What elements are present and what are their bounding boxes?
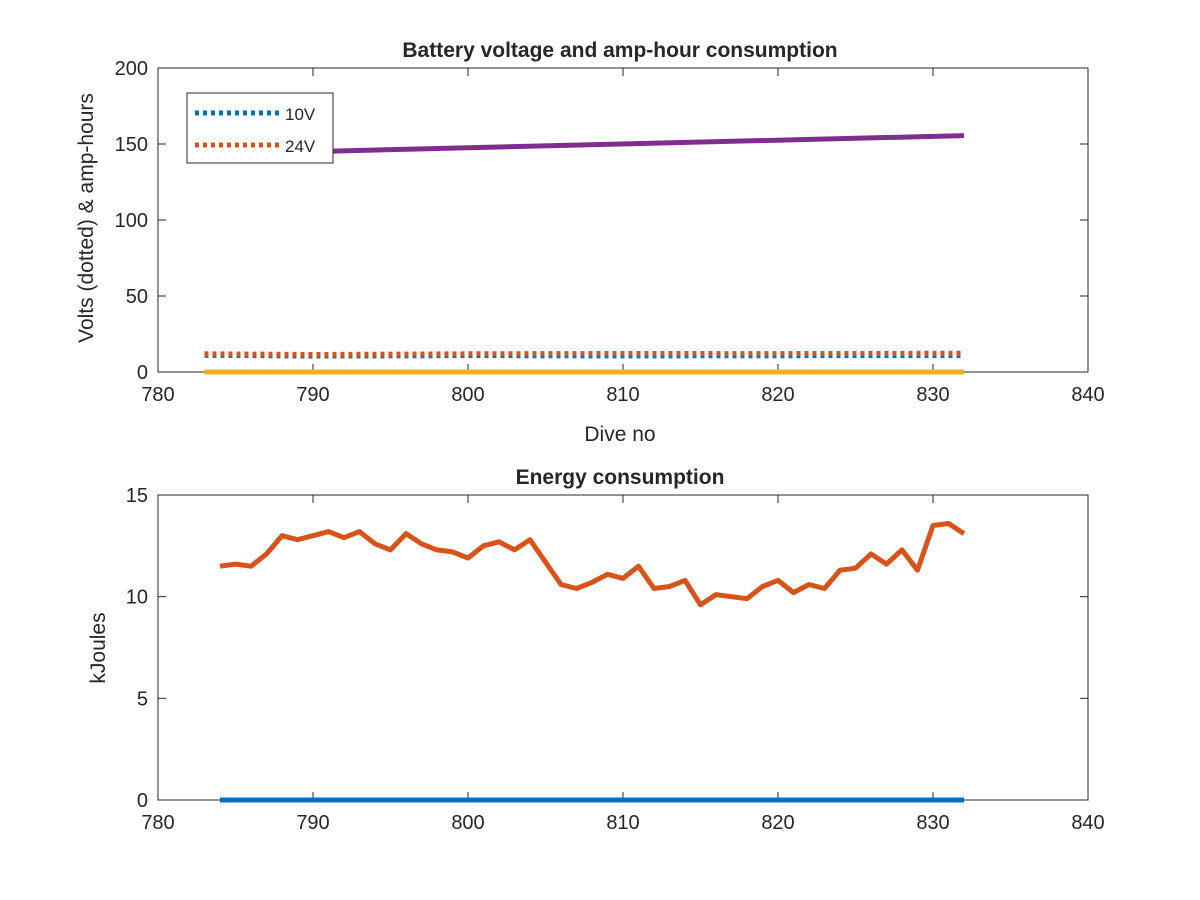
x-tick-label: 780 <box>141 384 174 406</box>
series-line-0 <box>219 521 966 608</box>
x-tick-label: 840 <box>1071 812 1104 834</box>
series-line-2 <box>312 133 965 155</box>
y-tick-label: 150 <box>115 134 148 156</box>
x-tick-label: 830 <box>916 812 949 834</box>
x-tick-label: 790 <box>296 384 329 406</box>
x-tick-label: 810 <box>606 812 639 834</box>
x-tick-label: 840 <box>1071 384 1104 406</box>
legend-label: 24V <box>285 137 316 156</box>
legend: 10V 24V <box>186 92 334 164</box>
x-axis-label: Dive no <box>584 423 655 446</box>
x-tick-label: 790 <box>296 812 329 834</box>
y-tick-label: 15 <box>126 485 148 507</box>
x-tick-label: 800 <box>451 812 484 834</box>
x-tick-label: 820 <box>761 384 794 406</box>
series-line-24v <box>204 350 965 357</box>
y-tick-label: 0 <box>137 362 148 384</box>
energy-consumption-chart: Energy consumption kJoules 780 790 800 810 8… <box>87 466 1105 834</box>
y-tick-label: 10 <box>126 587 148 609</box>
chart-title: Battery voltage and amp-hour consumption <box>402 39 837 62</box>
x-tick-label: 820 <box>761 812 794 834</box>
y-tick-label: 100 <box>115 210 148 232</box>
chart-title: Energy consumption <box>516 466 725 489</box>
legend-label: 10V <box>285 105 316 124</box>
x-tick-label: 810 <box>606 384 639 406</box>
legend-box <box>186 92 334 164</box>
x-tick-label: 800 <box>451 384 484 406</box>
y-axis-label: kJoules <box>87 612 110 683</box>
x-tick-label: 830 <box>916 384 949 406</box>
y-tick-label: 0 <box>137 790 148 812</box>
plot-area <box>157 494 1089 801</box>
y-tick-label: 200 <box>115 58 148 80</box>
voltage-amphour-chart: Battery voltage and amp-hour consumption… <box>75 39 1105 446</box>
y-tick-label: 5 <box>137 688 148 710</box>
x-tick-label: 780 <box>141 812 174 834</box>
y-axis-label: Volts (dotted) & amp-hours <box>75 93 98 343</box>
y-tick-label: 50 <box>126 286 148 308</box>
